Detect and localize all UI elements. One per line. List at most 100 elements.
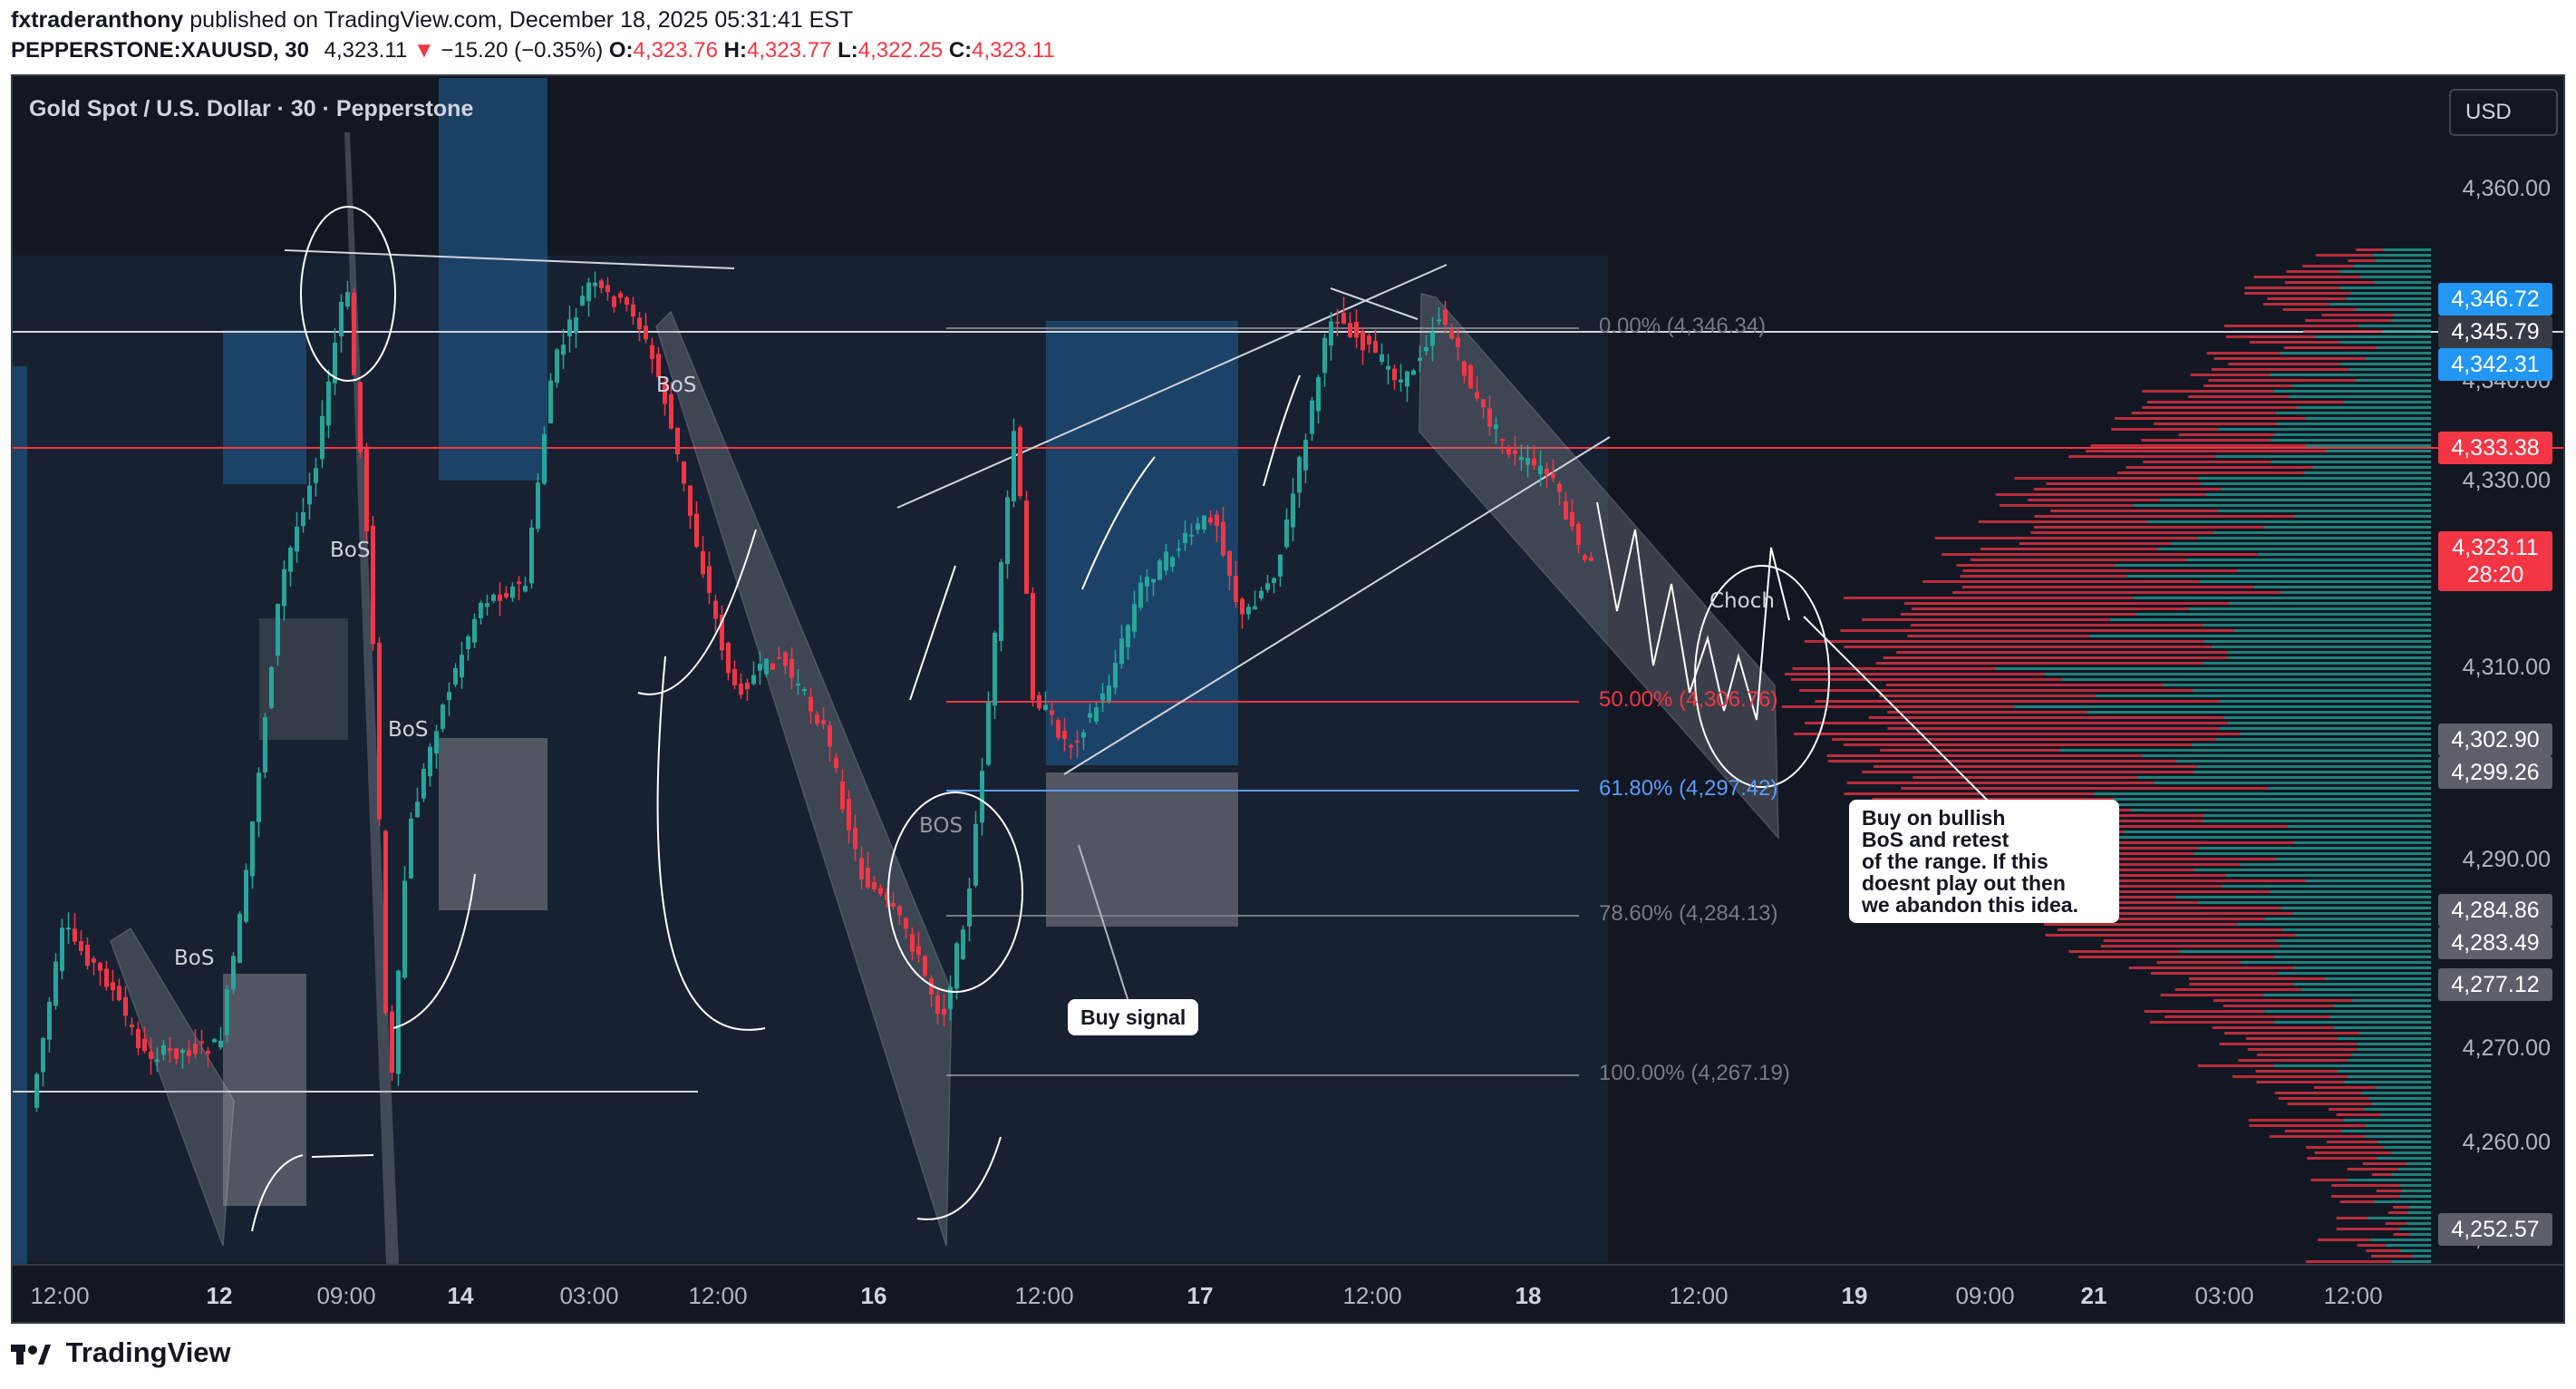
time-axis[interactable]: 12:00 12 09:00 14 03:00 12:00 16 12:00 1… — [13, 1264, 2563, 1322]
candle-body — [1386, 365, 1390, 370]
candle-body — [257, 772, 261, 822]
volume-bar-down — [2141, 439, 2271, 442]
candle-body — [1341, 313, 1346, 325]
candle-body — [142, 1038, 147, 1052]
hand-zigzag — [1596, 501, 1790, 721]
candle-body — [1138, 582, 1143, 608]
candle-body — [1145, 577, 1149, 587]
volume-bar-down — [2208, 379, 2356, 382]
volume-bar-up — [2275, 412, 2431, 414]
candle-body — [409, 819, 413, 879]
author-name[interactable]: fxtraderanthony — [11, 7, 184, 33]
risk-zone-1 — [223, 974, 306, 1206]
volume-bar-down — [2197, 1064, 2274, 1067]
volume-bar-down — [2321, 314, 2394, 316]
candle-body — [644, 325, 648, 340]
candle-body — [542, 433, 547, 484]
volume-bar-up — [2198, 847, 2431, 850]
bos-label: BOS — [919, 814, 964, 838]
volume-bar-down — [2315, 254, 2373, 257]
volume-bar-up — [2312, 466, 2431, 469]
time-tick: 12 — [206, 1282, 233, 1309]
volume-bar-up — [2170, 542, 2431, 545]
candle-body — [1462, 361, 1467, 376]
volume-bar-up — [2162, 684, 2431, 686]
brand-logo[interactable]: TradingView — [11, 1336, 231, 1369]
volume-bar-up — [2059, 749, 2431, 752]
volume-bar-up — [2380, 1113, 2431, 1116]
candle-body — [1329, 321, 1333, 345]
candle-body — [193, 1044, 198, 1054]
volume-bar-up — [2203, 814, 2431, 817]
price-change: −15.20 (−0.35%) — [441, 38, 604, 63]
volume-bar-up — [2275, 939, 2431, 942]
volume-bar-up — [2273, 956, 2431, 958]
chart-pane[interactable]: Gold Spot / U.S. Dollar · 30 · Peppersto… — [11, 74, 2565, 1324]
candle-body — [1196, 523, 1200, 530]
volume-bar-down — [1872, 798, 2113, 801]
candle-body — [618, 293, 623, 298]
brand-name: TradingView — [65, 1336, 231, 1368]
volume-bar-up — [2203, 820, 2431, 822]
price-badge: 4,299.26 — [2438, 756, 2552, 789]
candle-body — [1113, 663, 1118, 688]
volume-bar-up — [2133, 504, 2431, 507]
volume-bar-up — [2356, 308, 2431, 311]
range-box — [259, 618, 348, 740]
candle-body — [301, 511, 305, 527]
volume-bar-up — [2147, 520, 2431, 523]
volume-bar-up — [2179, 950, 2431, 953]
volume-bar-down — [2336, 1217, 2368, 1219]
volume-bar-down — [2223, 1005, 2334, 1007]
volume-bar-up — [2329, 303, 2431, 306]
volume-bar-down — [1875, 662, 2203, 665]
symbol-name[interactable]: PEPPERSTONE:XAUUSD, 30 — [11, 38, 309, 63]
volume-bar-up — [2136, 776, 2431, 779]
volume-bar-down — [2045, 934, 2295, 937]
candle-body — [390, 1011, 394, 1073]
volume-bar-up — [2124, 830, 2431, 833]
volume-bar-down — [2189, 983, 2294, 986]
candle-body — [218, 1040, 223, 1048]
volume-bar-up — [2351, 999, 2431, 1002]
candle-body — [1151, 578, 1156, 583]
volume-bar-down — [2160, 994, 2263, 996]
candle-body — [472, 618, 477, 643]
candle-body — [694, 513, 699, 548]
volume-bar-down — [1815, 700, 2220, 703]
volume-bar-down — [2131, 412, 2276, 414]
candle-body — [1335, 321, 1340, 325]
candle-body — [1170, 557, 1175, 568]
volume-bar-down — [2249, 341, 2339, 344]
long-zone-2 — [439, 78, 547, 481]
fib-label-786: 78.60% (4,284.13) — [1599, 901, 1778, 926]
candle-body — [701, 550, 705, 575]
volume-bar-down — [1978, 520, 2148, 523]
candle-body — [682, 461, 686, 484]
countdown-badge: 28:20 — [2438, 559, 2552, 591]
currency-selector[interactable]: USD — [2449, 89, 2558, 136]
trendline-upper — [896, 264, 1448, 509]
volume-bar-up — [2341, 1130, 2431, 1132]
volume-bar-down — [1913, 776, 2137, 779]
candle-body — [1348, 323, 1352, 337]
time-tick: 18 — [1515, 1282, 1542, 1309]
candle-body — [637, 317, 642, 330]
volume-bar-up — [2372, 254, 2431, 257]
volume-bar-up — [2333, 1026, 2431, 1029]
hand-arrow-4 — [909, 565, 956, 701]
candle-body — [237, 913, 242, 964]
volume-bar-down — [2362, 1162, 2407, 1165]
volume-bar-up — [2205, 493, 2431, 496]
candle-body — [498, 594, 502, 601]
volume-bar-down — [2376, 1190, 2402, 1192]
volume-bar-up — [2376, 346, 2431, 349]
candle-body — [510, 586, 515, 598]
volume-bar-up — [2240, 961, 2431, 964]
candle-body — [73, 928, 77, 942]
candle-body — [1069, 744, 1073, 748]
volume-bar-down — [1971, 825, 2288, 828]
candle-body — [415, 801, 420, 818]
chart-canvas[interactable] — [13, 76, 2563, 1322]
time-tick: 19 — [1841, 1282, 1868, 1309]
